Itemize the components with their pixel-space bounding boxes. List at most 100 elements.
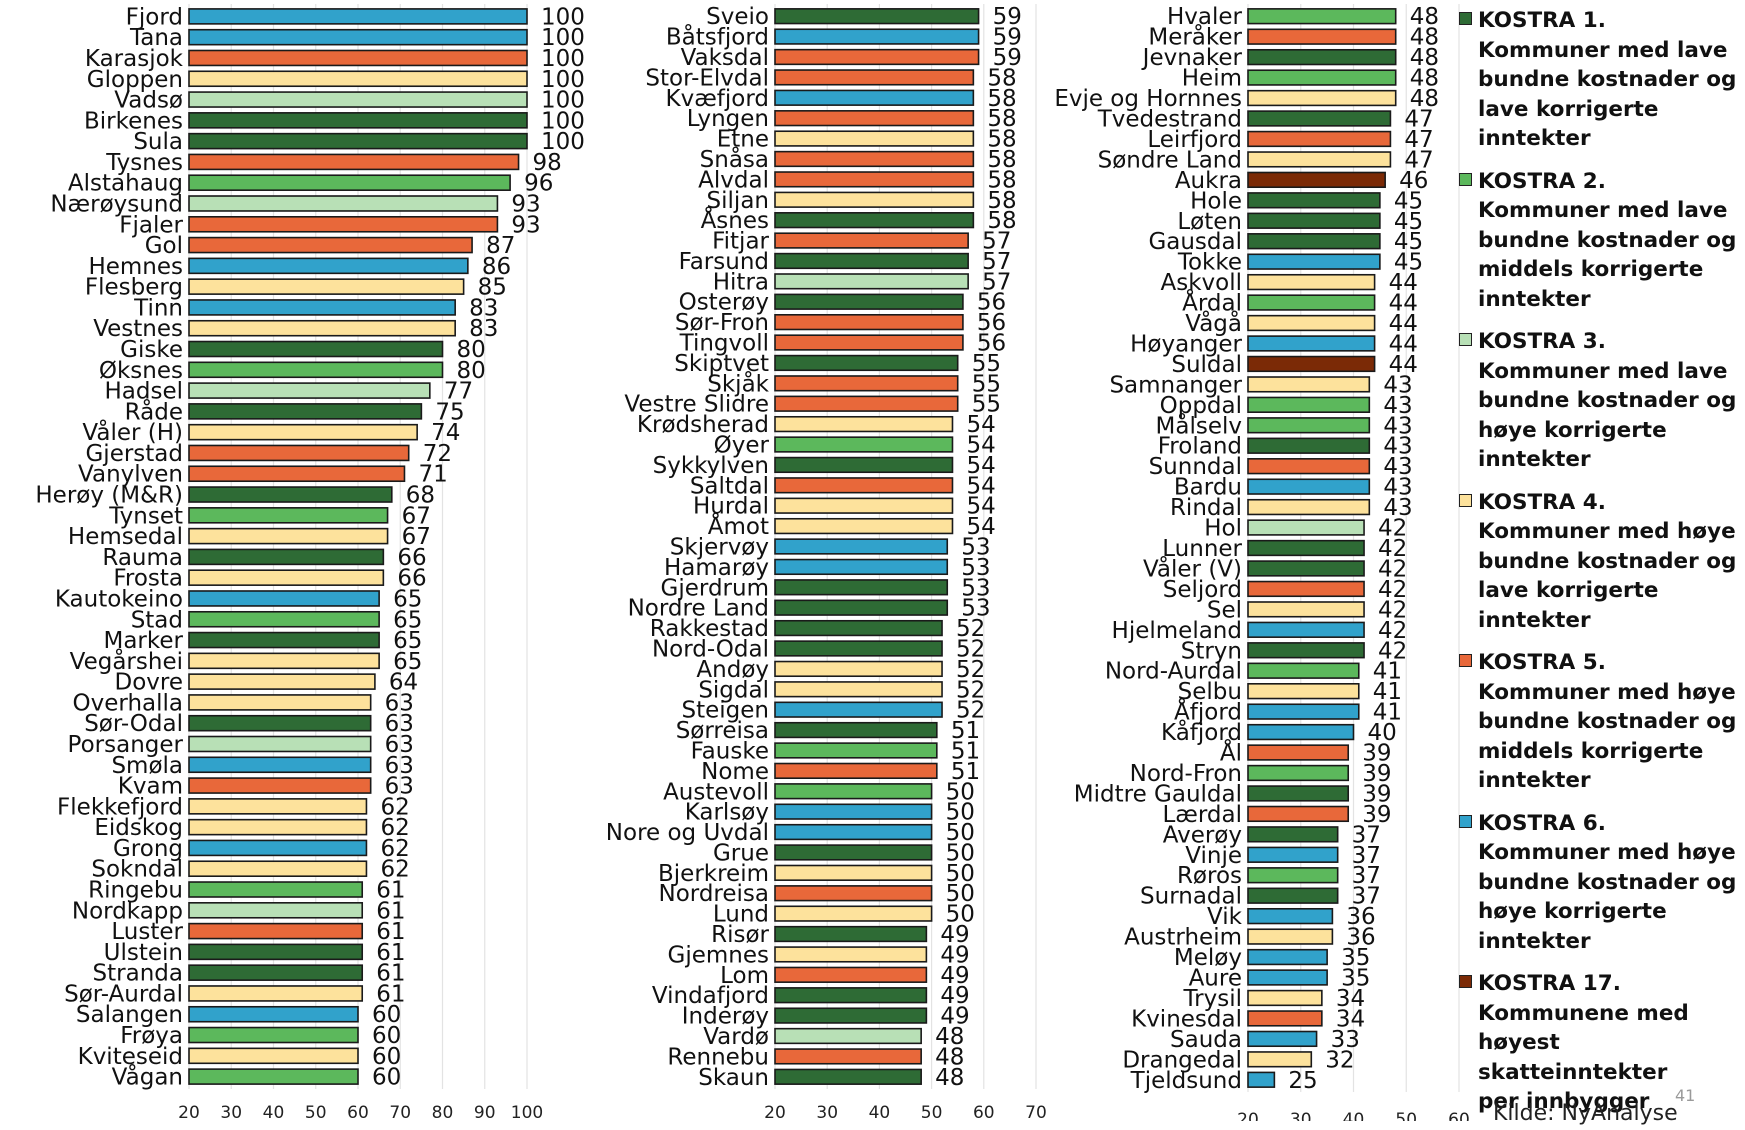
bar-3-40	[1247, 826, 1339, 843]
value-label-2-50: 48	[935, 1024, 964, 1050]
bar-2-13	[774, 273, 969, 290]
legend-item-1: KOSTRA 1. Kommuner med lave bundne kostna…	[1459, 6, 1745, 154]
value-label-3-13: 44	[1389, 270, 1418, 296]
category-label-2-21: Øyer	[714, 433, 770, 459]
category-label-3-29: Sel	[1207, 597, 1242, 623]
value-label-1-49: 60	[372, 1023, 401, 1049]
category-label-2-9: Siljan	[707, 188, 769, 214]
bar-2-51	[774, 1048, 922, 1065]
bar-1-41	[188, 860, 368, 878]
value-label-3-49: 34	[1336, 1006, 1365, 1032]
value-label-2-13: 57	[982, 269, 1011, 295]
bar-3-33	[1247, 683, 1360, 700]
bar-2-23	[774, 477, 954, 494]
bar-2-45	[774, 925, 928, 943]
bar-3-52	[1247, 1071, 1276, 1088]
category-label-2-18: Skjåk	[707, 369, 769, 397]
category-label-1-45: Ulstein	[104, 940, 183, 966]
legend: KOSTRA 1. Kommuner med lave bundne kostna…	[1459, 6, 1745, 1130]
category-label-2-34: Steigen	[682, 698, 770, 724]
category-label-2-38: Austevoll	[663, 779, 769, 805]
value-label-1-28: 65	[393, 586, 422, 612]
value-label-3-21: 43	[1383, 434, 1412, 460]
category-label-2-46: Gjemnes	[668, 942, 769, 968]
value-label-2-52: 48	[935, 1065, 964, 1091]
bar-2-22	[774, 456, 954, 474]
x-tick-label-2-4: 60	[973, 1103, 995, 1121]
bar-1-5	[188, 112, 528, 129]
bar-3-4	[1247, 89, 1397, 107]
bar-2-6	[774, 130, 975, 147]
category-label-3-2: Jevnaker	[1141, 45, 1243, 71]
category-label-3-42: Røros	[1177, 863, 1242, 889]
x-tick-label-3-2: 40	[1343, 1110, 1365, 1121]
value-label-3-25: 42	[1378, 516, 1407, 542]
bar-2-8	[774, 171, 975, 188]
bar-3-15	[1247, 314, 1376, 332]
category-label-3-46: Meløy	[1174, 945, 1242, 971]
value-label-2-30: 52	[956, 616, 985, 642]
value-label-1-24: 67	[402, 503, 431, 529]
category-label-1-15: Vestnes	[93, 316, 183, 342]
value-label-2-16: 56	[977, 331, 1006, 357]
value-label-3-38: 39	[1362, 781, 1391, 807]
bar-3-29	[1247, 601, 1365, 618]
value-label-2-11: 57	[982, 229, 1011, 255]
category-label-3-13: Askvoll	[1161, 270, 1243, 296]
bar-3-11	[1247, 233, 1381, 250]
category-label-3-43: Surnadal	[1140, 884, 1242, 910]
value-label-3-27: 42	[1378, 556, 1407, 582]
legend-item-2: KOSTRA 2. Kommuner med lave bundne kostna…	[1459, 167, 1745, 315]
bar-1-18	[188, 382, 431, 399]
category-label-1-2: Karasjok	[85, 46, 184, 72]
value-label-3-19: 43	[1383, 393, 1412, 419]
category-label-2-19: Vestre Slidre	[624, 392, 769, 418]
category-label-3-7: Søndre Land	[1098, 147, 1242, 173]
value-label-2-4: 58	[987, 86, 1016, 112]
category-label-1-5: Birkenes	[84, 108, 183, 134]
value-label-2-19: 55	[972, 392, 1001, 418]
category-label-2-47: Lom	[720, 963, 769, 989]
category-label-2-33: Sigdal	[698, 677, 769, 703]
legend-description: Kommunene med høyest skatteinntekter per…	[1478, 1000, 1689, 1115]
category-label-3-40: Averøy	[1163, 822, 1242, 848]
bar-1-17	[188, 361, 444, 379]
value-label-3-30: 42	[1378, 618, 1407, 644]
bar-2-39	[774, 803, 933, 820]
bar-1-28	[188, 590, 380, 607]
bar-1-29	[188, 610, 380, 628]
bar-2-3	[774, 69, 975, 86]
value-label-3-45: 36	[1346, 925, 1375, 951]
bar-2-44	[774, 905, 933, 922]
value-label-1-4: 100	[541, 88, 585, 114]
bar-1-20	[188, 423, 418, 441]
value-label-3-41: 37	[1352, 843, 1381, 869]
legend-swatch	[1459, 172, 1472, 186]
value-label-1-10: 93	[511, 212, 540, 238]
bar-2-31	[774, 640, 943, 657]
bar-1-50	[188, 1047, 359, 1065]
value-label-2-1: 59	[993, 25, 1022, 51]
category-label-3-6: Leirfjord	[1147, 127, 1242, 153]
category-label-3-28: Seljord	[1163, 577, 1242, 603]
value-label-1-14: 83	[469, 295, 498, 321]
value-label-3-39: 39	[1362, 802, 1391, 828]
legend-swatch	[1459, 333, 1472, 346]
value-label-1-9: 93	[511, 191, 540, 217]
bar-3-38	[1247, 785, 1350, 802]
category-label-3-33: Selbu	[1178, 679, 1242, 705]
bar-3-1	[1247, 28, 1397, 45]
value-label-1-30: 65	[393, 628, 422, 654]
value-label-3-35: 40	[1368, 720, 1397, 746]
x-tick-label-2-2: 40	[869, 1103, 891, 1121]
bar-2-19	[774, 395, 959, 412]
value-label-2-43: 50	[946, 881, 975, 907]
value-label-2-3: 58	[987, 65, 1016, 91]
value-label-3-51: 32	[1325, 1047, 1354, 1073]
legend-item-4: KOSTRA 4. Kommuner med høye bundne kostna…	[1459, 488, 1745, 636]
bar-2-36	[774, 742, 938, 759]
category-label-2-5: Lyngen	[687, 106, 769, 132]
bar-2-42	[774, 864, 933, 881]
value-label-1-17: 80	[457, 358, 486, 384]
category-label-2-32: Andøy	[696, 657, 769, 683]
